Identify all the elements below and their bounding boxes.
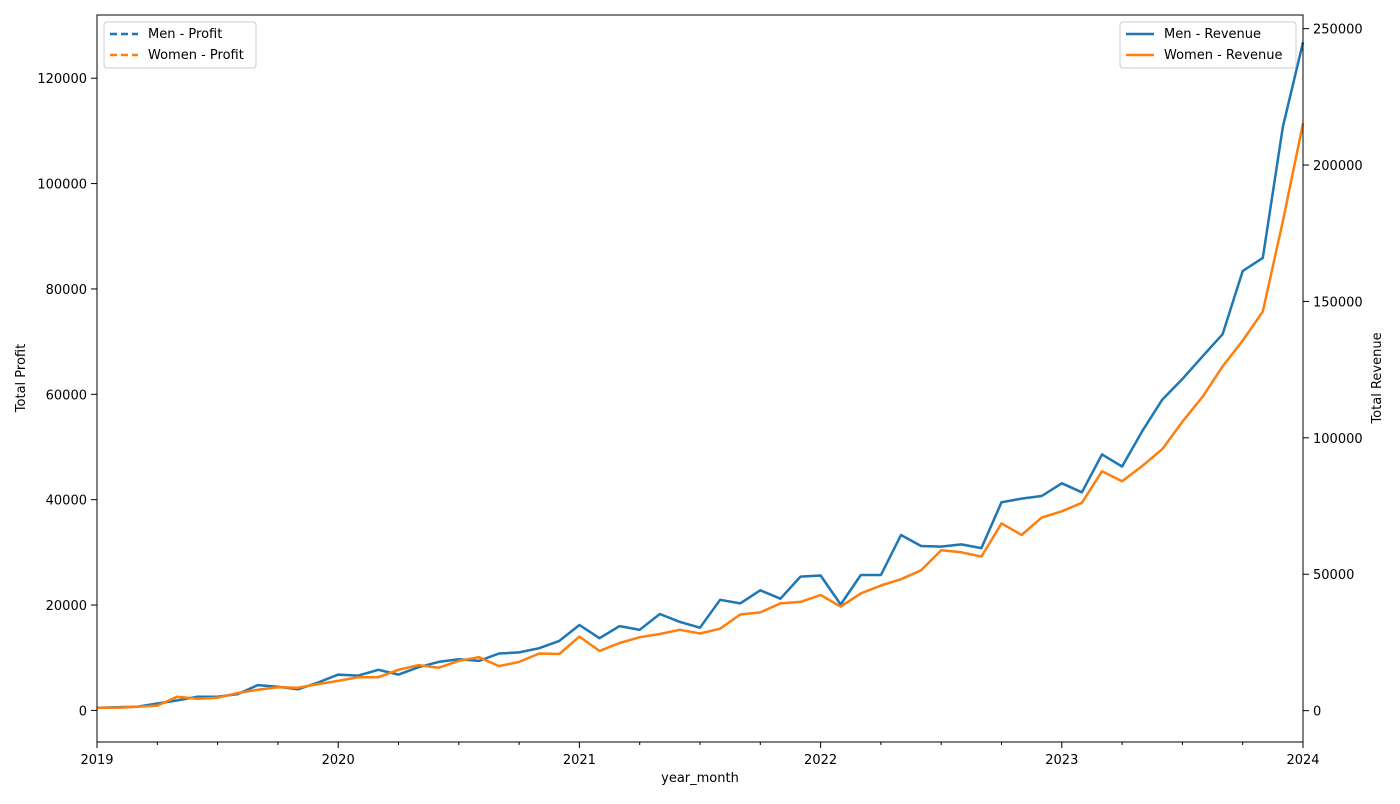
y-right-tick-label: 150000: [1313, 295, 1363, 310]
legend-label-women-revenue: Women - Revenue: [1164, 48, 1283, 63]
x-tick-label: 2023: [1045, 753, 1078, 768]
series-line-men-profit: [96, 42, 1304, 709]
y-left-tick-label: 60000: [46, 388, 87, 403]
y-left-tick-label: 120000: [37, 72, 87, 87]
x-tick-label: 2024: [1286, 753, 1319, 768]
legend-label-men-revenue: Men - Revenue: [1164, 27, 1261, 42]
plot-lines: [96, 42, 1305, 710]
x-tick-label: 2020: [322, 753, 355, 768]
y-left-tick-label: 20000: [46, 599, 87, 614]
y-left-tick-label: 100000: [37, 178, 87, 193]
legend-profit: Men - Profit Women - Profit: [103, 21, 257, 69]
x-axis: 2019 2020 2021 2022 2023 2024: [80, 742, 1320, 768]
y-left-tick-label: 80000: [46, 283, 87, 298]
y-right-tick-label: 250000: [1313, 23, 1363, 38]
legend-label-men-profit: Men - Profit: [148, 27, 222, 42]
x-tick-label: 2021: [563, 753, 596, 768]
series-line-women-profit: [97, 123, 1304, 709]
legend-revenue: Men - Revenue Women - Revenue: [1119, 21, 1297, 69]
y-right-tick-label: 0: [1313, 705, 1321, 720]
legend-revenue-box: [1119, 21, 1297, 69]
y-right-tick-label: 50000: [1313, 568, 1354, 583]
y-left-tick-label: 40000: [46, 494, 87, 509]
y-left-tick-label: 0: [79, 704, 87, 719]
y-axis-right: 0 50000 100000 150000 200000 250000: [1303, 23, 1363, 720]
legend-label-women-profit: Women - Profit: [148, 48, 244, 63]
y-axis-left: 0 20000 40000 60000 80000 100000 120000: [37, 72, 97, 719]
y-right-tick-label: 100000: [1313, 432, 1363, 447]
x-tick-label: 2022: [804, 753, 837, 768]
y-axis-right-title: Total Revenue: [1370, 332, 1385, 424]
legend-profit-box: [103, 21, 257, 69]
x-tick-label: 2019: [80, 753, 113, 768]
y-axis-left-title: Total Profit: [14, 344, 29, 413]
y-right-tick-label: 200000: [1313, 159, 1363, 174]
x-axis-title: year_month: [661, 771, 739, 786]
